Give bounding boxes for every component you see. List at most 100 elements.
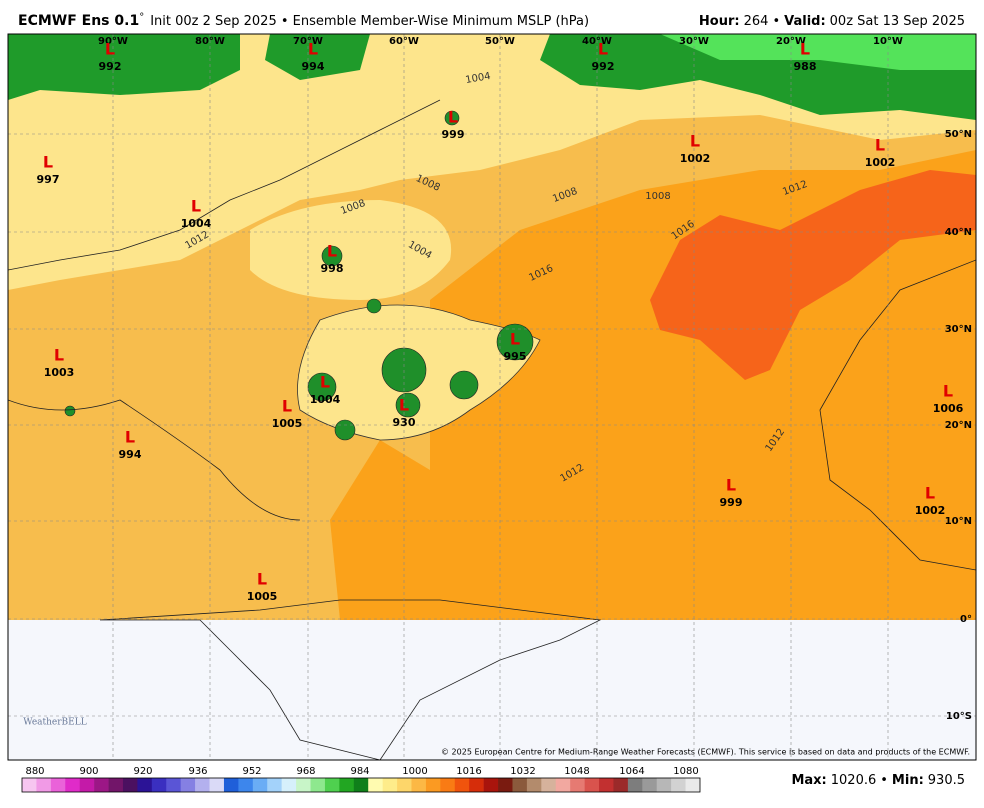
low-marker: L [875, 136, 885, 155]
high-field [650, 170, 976, 380]
low-pressure: 992 [592, 60, 615, 73]
low-marker: L [943, 382, 953, 401]
colorbar-swatch [296, 778, 311, 792]
colorbar-swatch [94, 778, 109, 792]
colorbar-label: 1064 [619, 766, 644, 777]
colorbar-swatch [108, 778, 124, 792]
colorbar-swatch [310, 778, 326, 792]
colorbar-swatch [613, 778, 629, 792]
low-field [250, 200, 452, 300]
low-marker: L [43, 153, 53, 172]
colorbar-swatch [570, 778, 585, 792]
coastline [8, 99, 441, 521]
colorbar-swatch [166, 778, 181, 792]
colorbar-swatch [642, 778, 658, 792]
colorbar: 880 900 920 936 952 968 984 1000 1016 1032 1048 106… [21, 766, 701, 793]
colorbar-label: 1000 [402, 766, 427, 777]
colorbar-swatch [656, 778, 672, 792]
subtitle: Init 00z 2 Sep 2025 • Ensemble Member-Wi… [150, 14, 589, 29]
lon-label: 50°W [485, 36, 515, 47]
low-pressure: 1002 [915, 504, 946, 517]
min: 930.5 [928, 773, 965, 788]
low-pressure: 1005 [247, 590, 278, 603]
colorbar-swatch [50, 778, 66, 792]
colorbar-swatch [498, 778, 513, 792]
green-field [660, 34, 976, 70]
colorbar-swatch [584, 778, 600, 792]
colorbar-label: 952 [242, 766, 261, 777]
low-pressure: 1006 [933, 402, 964, 415]
colorbar-swatch [526, 778, 542, 792]
max-label: Max: [791, 773, 826, 788]
colorbar-swatch [627, 778, 643, 792]
low-marker: L [320, 373, 330, 392]
low-marker: L [125, 428, 135, 447]
lat-label: 0° [960, 614, 972, 625]
colorbar-swatch [425, 778, 441, 792]
valid-label: Valid: [784, 14, 826, 29]
green-field [8, 34, 240, 100]
colorbar-swatch [324, 778, 340, 792]
masked-area [8, 620, 976, 760]
colorbar-frame [21, 777, 701, 793]
colorbar-swatch [382, 778, 398, 792]
contour-label: 1004 [465, 71, 492, 86]
separator: • [880, 773, 888, 788]
low-marker: L [282, 397, 292, 416]
green-field [265, 34, 370, 80]
low-field [8, 34, 976, 290]
colorbar-swatch [454, 778, 470, 792]
colorbar-swatch [555, 778, 571, 792]
title: ECMWF Ens 0.1° Init 00z 2 Sep 2025 • Ense… [18, 12, 589, 29]
lat-label: 10°N [945, 516, 972, 527]
colorbar-swatch [223, 778, 239, 792]
low-marker: L [690, 132, 700, 151]
lat-label: 10°S [946, 711, 972, 722]
lat-label: 40°N [945, 227, 972, 238]
colorbar-swatch [671, 778, 686, 792]
colorbar-swatch [151, 778, 167, 792]
colorbar-label: 1080 [673, 766, 698, 777]
low-marker: L [726, 476, 736, 495]
colorbar-swatch [252, 778, 268, 792]
colorbar-swatch [440, 778, 456, 792]
lon-label: 80°W [195, 36, 225, 47]
colorbar-label: 1032 [510, 766, 535, 777]
colorbar-swatch [339, 778, 355, 792]
low-pressure: 1005 [272, 417, 303, 430]
colorbar-swatch [36, 778, 52, 792]
low-pressure: 994 [302, 60, 325, 73]
low-pressure: 998 [321, 262, 344, 275]
colorbar-swatch [209, 778, 225, 792]
low-pressure: 995 [504, 350, 527, 363]
lon-label: 10°W [873, 36, 903, 47]
colorbar-label: 880 [25, 766, 44, 777]
low-pressure: 988 [794, 60, 817, 73]
colorbar-swatch [469, 778, 484, 792]
colorbar-swatch [483, 778, 499, 792]
colorbar-swatch [281, 778, 297, 792]
colorbar-swatch [195, 778, 210, 792]
copyright: © 2025 European Centre for Medium-Range … [441, 748, 970, 757]
colorbar-label: 968 [296, 766, 315, 777]
contour-label: 1008 [645, 191, 670, 202]
coastline [819, 259, 976, 571]
colorbar-swatch [685, 778, 701, 792]
title-text: ECMWF Ens 0.1 [18, 13, 139, 29]
hour-label: Hour: [699, 14, 740, 29]
colorbar-swatch [397, 778, 412, 792]
lon-label: 60°W [389, 36, 419, 47]
low-pressure: 930 [393, 416, 416, 429]
lon-label: 30°W [679, 36, 709, 47]
low-marker: L [598, 40, 608, 59]
low-marker: L [54, 346, 64, 365]
low-pressure: 997 [37, 173, 60, 186]
extremes: Max: 1020.6 • Min: 930.5 [791, 773, 965, 788]
valid: 00z Sat 13 Sep 2025 [830, 14, 965, 29]
low-marker: L [448, 108, 458, 127]
lon-label: 70°W [293, 36, 323, 47]
low-marker: L [510, 330, 520, 349]
low-marker: L [257, 570, 267, 589]
